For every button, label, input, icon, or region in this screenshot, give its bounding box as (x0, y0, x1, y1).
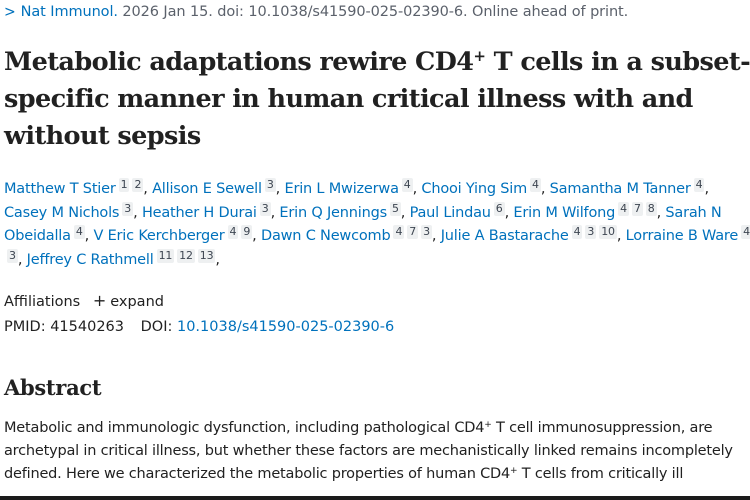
affiliation-badge[interactable]: 1 (118, 178, 130, 192)
pmid-label: PMID: (4, 319, 46, 335)
author-link[interactable]: Julie A Bastarache (440, 228, 569, 244)
title-text: Metabolic adaptations rewire CD4 (4, 47, 474, 77)
affiliation-badge[interactable]: 4 (741, 225, 750, 239)
abstract-heading: Abstract (4, 375, 102, 400)
doi-link[interactable]: 10.1038/s41590-025-02390-6 (176, 319, 395, 335)
author-separator: , (143, 181, 153, 197)
affiliation-badge[interactable]: 12 (177, 248, 195, 263)
author-link[interactable]: Dawn C Newcomb (261, 228, 391, 244)
citation-line: > Nat Immunol. 2026 Jan 15. doi: 10.1038/… (4, 3, 629, 21)
affiliation-badge[interactable]: 3 (122, 201, 134, 216)
author-link[interactable]: Erin Q Jennings (279, 204, 387, 221)
abstract-text-part: T cells from critically ill (517, 466, 684, 482)
abstract-superscript: + (484, 420, 492, 430)
affiliation-badge[interactable]: 3 (259, 201, 271, 216)
author-link[interactable]: Paul Lindau (409, 204, 491, 221)
abstract-superscript: + (510, 466, 518, 476)
affiliations-expand-button[interactable]: + expand (92, 291, 164, 310)
author-separator: , (704, 181, 709, 197)
author-separator: , (215, 251, 220, 268)
author-separator: , (616, 228, 626, 244)
plus-icon: + (92, 291, 107, 310)
affiliation-badge[interactable]: 3 (264, 178, 276, 192)
author-separator: , (431, 228, 441, 244)
author-separator: , (656, 204, 666, 221)
author-link[interactable]: Samantha M Tanner (549, 181, 691, 197)
affiliation-badge[interactable]: 3 (421, 225, 432, 239)
author-separator: , (504, 204, 514, 221)
author-link[interactable]: Heather H Durai (141, 204, 257, 221)
affiliation-badge[interactable]: 9 (241, 225, 253, 239)
author-separator: , (400, 204, 410, 221)
chevron-right-icon[interactable]: > (4, 3, 16, 21)
affiliation-badge[interactable]: 3 (585, 225, 597, 239)
author-link[interactable]: Allison E Sewell (152, 181, 262, 197)
pmid-value: 41540263 (50, 319, 125, 335)
expand-label: expand (110, 294, 164, 310)
affiliation-badge[interactable]: 4 (571, 225, 583, 239)
abstract-text-part: T cell immunosuppression, are archetypal… (4, 420, 733, 482)
author-separator: , (275, 181, 285, 197)
affiliation-badge[interactable]: 4 (227, 225, 239, 239)
affiliation-badge[interactable]: 3 (7, 248, 18, 263)
affiliation-badge[interactable]: 11 (156, 248, 175, 263)
author-link[interactable]: Lorraine B Ware (625, 228, 739, 244)
title-text-cont: T cells in a subset-specific manner in h… (4, 47, 750, 151)
abstract-text-part: Metabolic and immunologic dysfunction, i… (4, 420, 485, 436)
affiliation-badge[interactable]: 4 (530, 178, 541, 192)
author-link[interactable]: Jeffrey C Rathmell (26, 251, 154, 268)
affiliation-badge[interactable]: 5 (389, 201, 401, 216)
author-link[interactable]: Casey M Nichols (4, 204, 120, 221)
article-identifiers: PMID: 41540263 DOI: 10.1038/s41590-025-0… (4, 319, 394, 335)
author-link[interactable]: V Eric Kerchberger (93, 228, 225, 244)
author-separator: , (252, 228, 261, 244)
window-bottom-edge (0, 496, 750, 500)
affiliation-badge[interactable]: 8 (645, 201, 657, 216)
author-link[interactable]: Erin L Mwizerwa (284, 181, 399, 197)
author-separator: , (84, 228, 94, 244)
affiliation-badge[interactable]: 7 (631, 201, 643, 216)
doi-label: DOI: (140, 319, 173, 335)
author-link[interactable]: Chooi Ying Sim (421, 181, 528, 197)
affiliation-badge[interactable]: 4 (393, 225, 405, 239)
affiliation-badge[interactable]: 4 (618, 201, 629, 216)
affiliation-badge[interactable]: 13 (197, 248, 216, 263)
author-separator: , (412, 181, 422, 197)
citation-details: 2026 Jan 15. doi: 10.1038/s41590-025-023… (117, 4, 629, 20)
affiliations-row: Affiliations + expand (4, 291, 164, 310)
author-list: Matthew T Stier 1 2, Allison E Sewell 3, Er… (4, 178, 750, 272)
article-title: Metabolic adaptations rewire CD4+ T cell… (4, 44, 750, 155)
affiliation-badge[interactable]: 4 (401, 178, 413, 192)
author-separator: , (540, 181, 550, 197)
author-separator: , (270, 204, 280, 221)
author-link[interactable]: Matthew T Stier (4, 181, 116, 197)
affiliation-badge[interactable]: 6 (493, 201, 505, 216)
affiliation-badge[interactable]: 4 (693, 178, 705, 192)
affiliation-badge[interactable]: 2 (132, 178, 144, 192)
affiliation-badge[interactable]: 10 (599, 225, 617, 239)
journal-link[interactable]: Nat Immunol. (20, 4, 118, 20)
affiliation-badge[interactable]: 4 (73, 225, 85, 239)
author-link[interactable]: Erin M Wilfong (513, 204, 616, 221)
title-superscript: + (473, 47, 486, 65)
author-separator: , (17, 251, 27, 268)
abstract-text: Metabolic and immunologic dysfunction, i… (4, 417, 750, 486)
author-link[interactable]: Sarah N Obeidalla (4, 204, 722, 245)
affiliation-badge[interactable]: 7 (407, 225, 419, 239)
affiliations-label: Affiliations (4, 294, 81, 310)
author-separator: , (133, 204, 142, 221)
